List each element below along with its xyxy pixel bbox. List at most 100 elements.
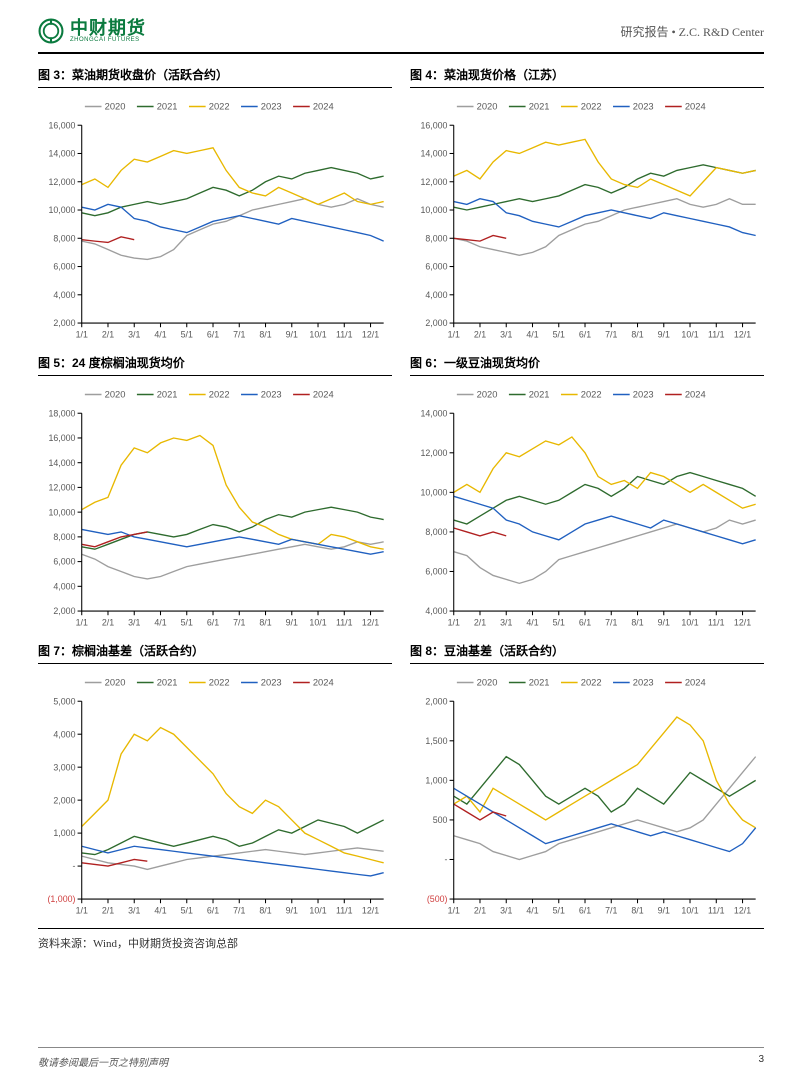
svg-text:5/1: 5/1 [553,618,565,628]
svg-text:4,000: 4,000 [425,290,447,300]
svg-text:2024: 2024 [685,390,706,400]
svg-text:11/1: 11/1 [708,618,725,628]
svg-text:2023: 2023 [261,102,282,112]
svg-text:7/1: 7/1 [233,906,245,916]
footer: 敬请参阅最后一页之特别声明 3 [38,1047,764,1069]
svg-text:10/1: 10/1 [681,330,698,340]
svg-text:10/1: 10/1 [309,330,326,340]
svg-text:2024: 2024 [313,102,334,112]
series-2023 [454,199,756,236]
header-divider [38,52,764,54]
svg-text:6/1: 6/1 [579,906,591,916]
svg-text:10,000: 10,000 [420,487,447,497]
svg-text:11/1: 11/1 [336,906,353,916]
svg-text:8/1: 8/1 [259,906,271,916]
svg-text:2023: 2023 [261,390,282,400]
svg-text:8/1: 8/1 [631,330,643,340]
chart-svg: 202020212022202320242,0004,0006,0008,000… [38,94,392,346]
series-2023 [454,496,756,543]
svg-text:7/1: 7/1 [233,618,245,628]
svg-text:11/1: 11/1 [336,618,353,628]
svg-text:3/1: 3/1 [128,906,140,916]
series-2022 [454,437,756,508]
svg-text:7/1: 7/1 [605,330,617,340]
chart-c8: 图 8：豆油基差（活跃合约）20202021202220232024(500)-… [410,638,764,922]
series-2024 [82,237,134,243]
svg-text:10/1: 10/1 [309,906,326,916]
svg-text:11/1: 11/1 [708,330,725,340]
svg-text:1/1: 1/1 [448,618,460,628]
series-2024 [454,528,506,536]
svg-text:5/1: 5/1 [181,330,193,340]
chart-title: 图 5：24 度棕榈油现货均价 [38,356,185,370]
series-2021 [82,168,384,216]
svg-text:1/1: 1/1 [448,906,460,916]
svg-text:12,000: 12,000 [420,177,447,187]
chart-c5: 图 5：24 度棕榈油现货均价202020212022202320242,000… [38,350,392,634]
svg-text:2023: 2023 [633,390,654,400]
svg-text:2023: 2023 [261,678,282,688]
svg-text:1/1: 1/1 [76,618,88,628]
svg-text:2,000: 2,000 [425,318,447,328]
svg-text:8,000: 8,000 [53,233,75,243]
svg-text:3/1: 3/1 [500,906,512,916]
svg-text:14,000: 14,000 [48,149,75,159]
logo: 中财期货 ZHONGCAI FUTURES [38,18,146,44]
svg-text:2/1: 2/1 [102,906,114,916]
chart-title: 图 3：菜油期货收盘价（活跃合约） [38,68,228,82]
svg-text:2021: 2021 [529,678,550,688]
svg-text:9/1: 9/1 [658,906,670,916]
chart-title: 图 4：菜油现货价格（江苏） [410,68,564,82]
series-2020 [82,542,384,579]
svg-text:5,000: 5,000 [53,696,75,706]
svg-text:2/1: 2/1 [102,618,114,628]
series-2022 [82,435,384,549]
svg-text:2021: 2021 [157,102,178,112]
svg-text:2/1: 2/1 [474,618,486,628]
svg-text:2022: 2022 [581,678,602,688]
svg-text:2022: 2022 [209,678,230,688]
svg-text:8/1: 8/1 [259,618,271,628]
svg-text:1/1: 1/1 [76,906,88,916]
svg-text:12/1: 12/1 [734,906,751,916]
chart-c7: 图 7：棕榈油基差（活跃合约）20202021202220232024(1,00… [38,638,392,922]
svg-text:10,000: 10,000 [420,205,447,215]
svg-text:11/1: 11/1 [336,330,353,340]
series-2023 [454,788,756,851]
svg-text:5/1: 5/1 [553,906,565,916]
svg-text:10/1: 10/1 [681,618,698,628]
svg-text:1/1: 1/1 [76,330,88,340]
chart-title: 图 8：豆油基差（活跃合约） [410,644,564,658]
svg-text:10,000: 10,000 [48,507,75,517]
series-2022 [82,148,384,205]
svg-text:2022: 2022 [581,102,602,112]
svg-text:6/1: 6/1 [207,906,219,916]
svg-text:16,000: 16,000 [48,433,75,443]
svg-text:4,000: 4,000 [53,729,75,739]
svg-text:2020: 2020 [477,390,498,400]
svg-text:8/1: 8/1 [631,906,643,916]
svg-text:8/1: 8/1 [259,330,271,340]
chart-title: 图 7：棕榈油基差（活跃合约） [38,644,204,658]
svg-text:4/1: 4/1 [526,618,538,628]
svg-text:2024: 2024 [685,102,706,112]
svg-text:4/1: 4/1 [526,330,538,340]
svg-text:6/1: 6/1 [579,618,591,628]
footer-disclaimer: 敬请参阅最后一页之特别声明 [38,1054,168,1069]
svg-text:1,000: 1,000 [425,775,447,785]
svg-text:2,000: 2,000 [425,696,447,706]
svg-text:3/1: 3/1 [128,330,140,340]
svg-text:2022: 2022 [209,102,230,112]
svg-text:2024: 2024 [313,678,334,688]
svg-text:2/1: 2/1 [474,906,486,916]
svg-text:9/1: 9/1 [286,906,298,916]
series-2021 [82,507,384,549]
svg-text:2020: 2020 [105,678,126,688]
series-2023 [82,204,384,241]
svg-text:2021: 2021 [529,102,550,112]
svg-text:3/1: 3/1 [128,618,140,628]
svg-text:16,000: 16,000 [420,120,447,130]
svg-text:2024: 2024 [313,390,334,400]
svg-text:2021: 2021 [157,678,178,688]
svg-text:14,000: 14,000 [48,458,75,468]
